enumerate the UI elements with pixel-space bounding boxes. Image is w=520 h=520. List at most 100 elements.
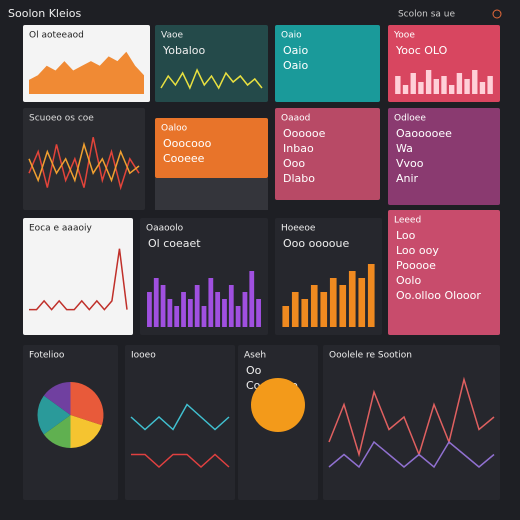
panel-strip — [155, 178, 268, 210]
line — [160, 68, 263, 90]
panel-text: Yobaloo — [162, 44, 205, 57]
bar — [367, 264, 375, 327]
bar — [235, 306, 241, 327]
header-title: Soolon Kleios — [8, 7, 82, 20]
panel-text: Oooooe — [283, 127, 326, 140]
bar — [456, 73, 463, 94]
panel-text: Anir — [396, 172, 419, 185]
panel — [155, 118, 268, 178]
panel-title: Scuoeo os coe — [29, 114, 94, 124]
panel-title: Aseh — [244, 351, 266, 361]
pie-slice — [70, 382, 104, 426]
bar — [301, 299, 309, 327]
panel-text: Inbao — [283, 142, 314, 155]
bar — [153, 278, 159, 327]
bar — [160, 285, 166, 327]
panel-title: Oaio — [281, 31, 302, 41]
header-icon[interactable] — [492, 9, 502, 19]
bar — [187, 299, 193, 327]
panel-title: Oaaoolo — [146, 224, 184, 234]
bar — [418, 82, 424, 94]
bar — [167, 299, 173, 327]
panel-title: Yooe — [393, 31, 415, 41]
bar — [441, 76, 447, 94]
panel-text: Ooocooo — [163, 137, 212, 150]
line — [130, 403, 230, 431]
bar — [487, 76, 493, 94]
panel-title: Ooolele re Sootion — [329, 351, 412, 361]
panel-text: Loo — [396, 229, 416, 242]
panel-text: Cooeee — [163, 152, 205, 165]
panel — [155, 25, 268, 102]
line — [28, 141, 140, 183]
panel-text: Dlabo — [283, 172, 315, 185]
bar — [472, 70, 478, 94]
bar — [208, 278, 214, 327]
bar — [348, 271, 356, 327]
bar — [228, 285, 234, 327]
panel — [275, 218, 382, 335]
bar — [479, 82, 486, 94]
area — [29, 51, 144, 94]
bar — [395, 76, 401, 94]
bar — [358, 278, 366, 327]
panel-title: Vaoe — [161, 31, 183, 41]
bar — [410, 73, 416, 94]
panel-title: Oaaod — [281, 114, 310, 124]
panel-text: Ol coeaet — [148, 237, 201, 250]
pie-slice — [43, 382, 71, 415]
line — [328, 440, 495, 469]
bar — [433, 79, 439, 94]
panel-text: Oo — [246, 364, 262, 377]
panel — [23, 108, 145, 210]
bar — [194, 285, 200, 327]
panel-text: Wa — [396, 142, 413, 155]
panel — [125, 345, 235, 500]
bar — [256, 299, 261, 327]
bar — [181, 292, 186, 327]
panel-text: Loo ooy — [396, 244, 439, 257]
pie-slice — [70, 415, 102, 448]
panel — [23, 218, 133, 335]
panel — [275, 25, 380, 102]
panel — [388, 25, 500, 102]
panel-text: Vvoo — [396, 157, 424, 170]
panel-text: Oaio — [283, 44, 308, 57]
bar — [282, 306, 290, 327]
panel-text: Ooo ooooue — [283, 237, 350, 250]
bar — [402, 85, 409, 94]
bar — [329, 278, 337, 327]
bar — [242, 292, 248, 327]
panel-text: Oo.olloo Olooor — [396, 289, 481, 302]
pie-slice — [37, 395, 71, 435]
panel-text: Oaio — [283, 59, 308, 72]
line — [131, 453, 230, 469]
line — [28, 137, 140, 191]
bar — [310, 285, 318, 327]
bar — [339, 285, 347, 327]
bar — [174, 306, 180, 327]
bar — [147, 292, 152, 327]
panel-title: Hoeeoe — [281, 224, 316, 234]
panel — [323, 345, 500, 500]
panel-title: Eoca e aaaoiy — [29, 224, 92, 234]
panel-title: Fotelioo — [29, 351, 65, 361]
bar — [449, 85, 455, 94]
bar — [291, 292, 299, 327]
panel-text: Yooc OLO — [395, 44, 448, 57]
panel — [388, 210, 500, 335]
bar — [215, 292, 221, 327]
bar — [249, 271, 255, 327]
panel-text: Oaooooee — [396, 127, 452, 140]
panel — [275, 108, 380, 200]
panel-title: Leeed — [394, 216, 421, 226]
panel-title: Oaloo — [161, 124, 188, 134]
bar — [425, 70, 432, 94]
bar — [320, 292, 328, 327]
bar — [201, 306, 207, 327]
bar — [464, 79, 470, 94]
pie-slice — [43, 415, 71, 448]
bar — [222, 299, 227, 327]
panel-text: Ooo — [283, 157, 305, 170]
